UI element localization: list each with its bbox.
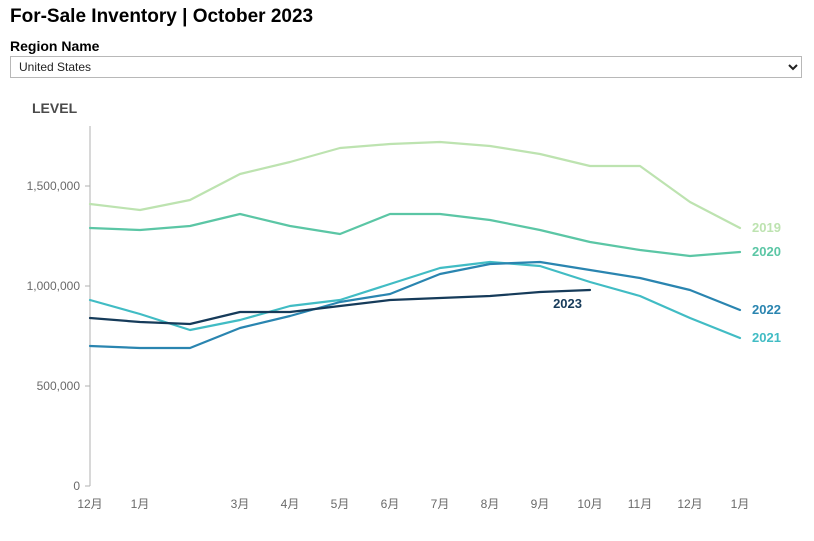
chart-svg: 0 500,000 1,000,000 1,500,000 12月 1月 3月 4月 5月 6月 7… [0,116,814,536]
series-line-2023 [90,290,590,324]
xtick-label: 1月 [731,497,750,511]
series-label-2019: 2019 [752,220,781,235]
series-line-2020 [90,214,740,256]
series-label-2022: 2022 [752,302,781,317]
region-label: Region Name [0,36,814,56]
xtick-label: 10月 [577,497,602,511]
series-line-2019 [90,142,740,228]
xtick-label: 12月 [677,497,702,511]
xtick-label: 5月 [331,497,350,511]
series-label-2021: 2021 [752,330,781,345]
ytick-label: 1,000,000 [27,279,81,293]
xtick-label: 6月 [381,497,400,511]
xtick-label: 8月 [481,497,500,511]
page-title: For-Sale Inventory | October 2023 [0,0,814,36]
xtick-label: 3月 [231,497,250,511]
series-label-2023: 2023 [553,296,582,311]
series-label-2020: 2020 [752,244,781,259]
ytick-label: 1,500,000 [27,179,81,193]
ytick-label: 500,000 [37,379,81,393]
xtick-label: 4月 [281,497,300,511]
chart-area: 0 500,000 1,000,000 1,500,000 12月 1月 3月 4月 5月 6月 7… [0,116,814,536]
xtick-label: 11月 [628,497,652,511]
xtick-label: 12月 [77,497,102,511]
xtick-label: 9月 [531,497,550,511]
region-select[interactable]: United States [10,56,802,78]
xtick-label: 1月 [131,497,150,511]
level-label: LEVEL [0,82,814,116]
region-select-wrap: United States [10,56,802,78]
xtick-label: 7月 [431,497,450,511]
ytick-label: 0 [73,479,80,493]
